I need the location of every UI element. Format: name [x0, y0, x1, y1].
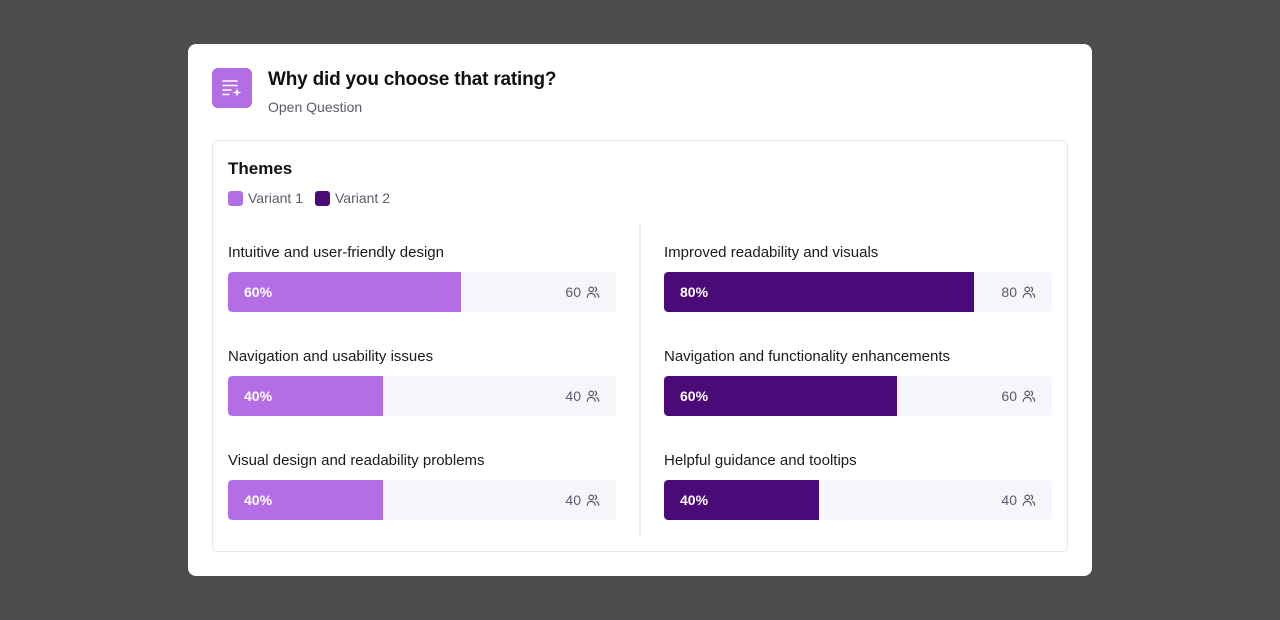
theme-row[interactable]: Visual design and readability problems 4…: [228, 449, 616, 553]
theme-bar: 60% 60: [664, 376, 1052, 416]
bar-percent: 40%: [244, 388, 273, 404]
theme-label: Intuitive and user-friendly design: [228, 244, 444, 261]
bar-fill: [664, 272, 975, 312]
bar-fill: [664, 480, 820, 520]
legend-item-variant-2: Variant 2: [315, 190, 390, 206]
bar-percent: 80%: [680, 284, 709, 300]
count-value: 40: [1001, 492, 1017, 508]
themes-panel: Themes Variant 1 Variant 2 Intuitive and…: [212, 140, 1068, 552]
theme-label: Visual design and readability problems: [228, 452, 485, 469]
variant-2-column: Improved readability and visuals 80% 80 …: [664, 241, 1052, 553]
theme-row[interactable]: Navigation and functionality enhancement…: [664, 345, 1052, 449]
respondent-count: 40: [565, 480, 600, 520]
people-icon: [586, 285, 600, 299]
theme-bar: 40% 40: [228, 376, 616, 416]
legend-item-variant-1: Variant 1: [228, 190, 303, 206]
bar-percent: 60%: [244, 284, 273, 300]
people-icon: [1022, 285, 1036, 299]
theme-label: Improved readability and visuals: [664, 244, 879, 261]
question-type: Open Question: [268, 99, 363, 115]
question-title: Why did you choose that rating?: [268, 69, 557, 90]
theme-bar: 60% 60: [228, 272, 616, 312]
legend-label-variant-2: Variant 2: [335, 190, 390, 206]
people-icon: [586, 493, 600, 507]
theme-bar: 40% 40: [664, 480, 1052, 520]
bar-fill: [664, 376, 897, 416]
theme-bar: 40% 40: [228, 480, 616, 520]
people-icon: [1022, 493, 1036, 507]
theme-row[interactable]: Intuitive and user-friendly design 60% 6…: [228, 241, 616, 345]
count-value: 60: [565, 284, 581, 300]
theme-row[interactable]: Navigation and usability issues 40% 40: [228, 345, 616, 449]
bar-fill: [228, 272, 461, 312]
people-icon: [586, 389, 600, 403]
respondent-count: 80: [1001, 272, 1036, 312]
sparkle-list-icon: [212, 68, 252, 108]
themes-title: Themes: [228, 159, 293, 178]
bar-fill: [228, 480, 384, 520]
count-value: 40: [565, 492, 581, 508]
respondent-count: 60: [1001, 376, 1036, 416]
legend-swatch-variant-1: [228, 190, 243, 206]
bar-percent: 40%: [244, 492, 273, 508]
variant-1-column: Intuitive and user-friendly design 60% 6…: [228, 241, 616, 553]
count-value: 80: [1001, 284, 1017, 300]
theme-label: Helpful guidance and tooltips: [664, 452, 857, 469]
theme-bar: 80% 80: [664, 272, 1052, 312]
theme-row[interactable]: Helpful guidance and tooltips 40% 40: [664, 449, 1052, 553]
theme-row[interactable]: Improved readability and visuals 80% 80: [664, 241, 1052, 345]
respondent-count: 60: [565, 272, 600, 312]
respondent-count: 40: [1001, 480, 1036, 520]
theme-label: Navigation and functionality enhancement…: [664, 348, 951, 365]
legend-label-variant-1: Variant 1: [248, 190, 303, 206]
column-divider: [639, 224, 641, 536]
theme-label: Navigation and usability issues: [228, 348, 434, 365]
count-value: 60: [1001, 388, 1017, 404]
bar-percent: 60%: [680, 388, 709, 404]
question-card: Why did you choose that rating? Open Que…: [188, 44, 1092, 576]
count-value: 40: [565, 388, 581, 404]
respondent-count: 40: [565, 376, 600, 416]
bar-percent: 40%: [680, 492, 709, 508]
bar-fill: [228, 376, 384, 416]
legend-swatch-variant-2: [315, 190, 330, 206]
legend: Variant 1 Variant 2: [228, 190, 390, 206]
people-icon: [1022, 389, 1036, 403]
